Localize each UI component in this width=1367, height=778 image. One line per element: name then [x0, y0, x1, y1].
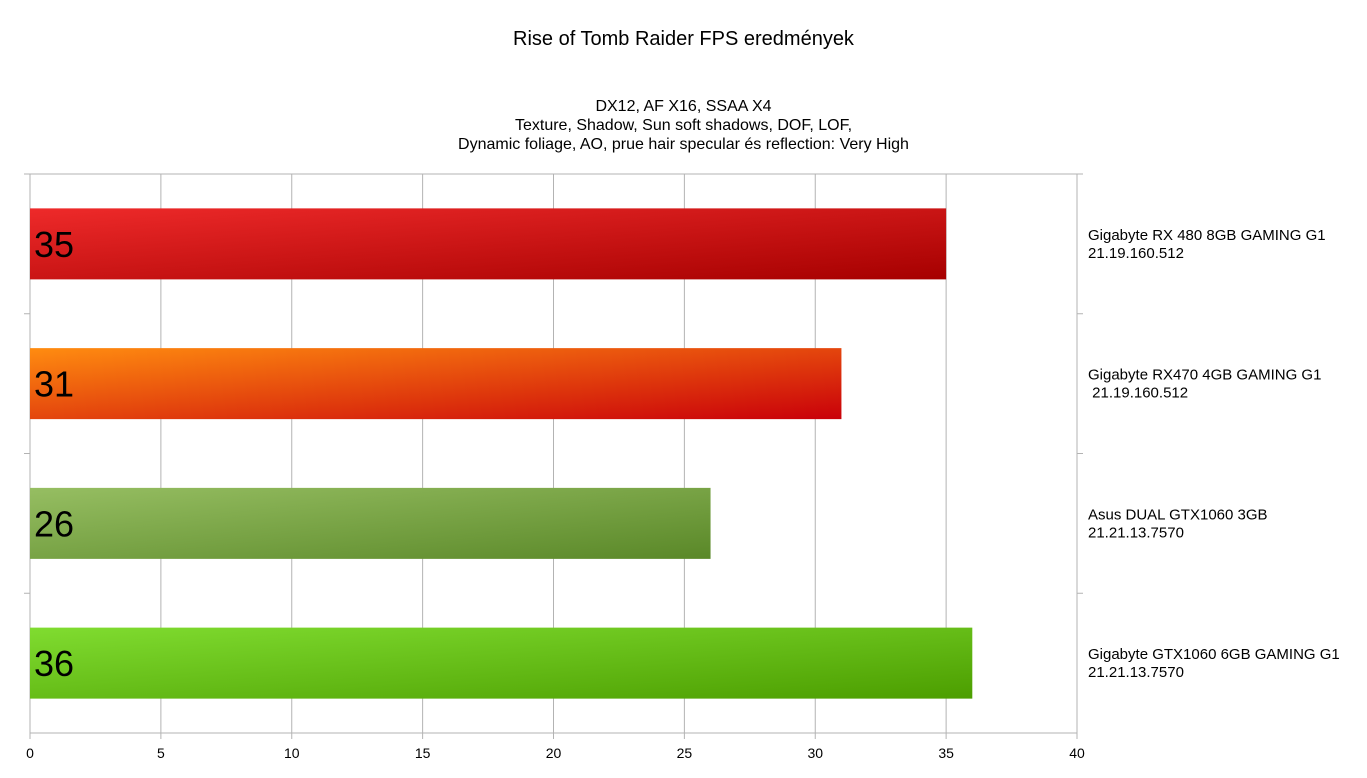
bar-value-label: 26 [34, 503, 74, 544]
category-label: Gigabyte GTX1060 6GB GAMING G1 21.21.13.7… [1088, 646, 1340, 681]
category-label: Gigabyte RX470 4GB GAMING G1 21.19.160.5… [1088, 367, 1321, 402]
x-tick-label: 40 [1069, 745, 1085, 761]
axes [24, 173, 1083, 739]
category-label-line: 21.21.13.7570 [1088, 524, 1184, 541]
bars [30, 208, 973, 699]
subtitle-line: Texture, Shadow, Sun soft shadows, DOF, … [514, 117, 853, 134]
bar [30, 487, 711, 559]
subtitle-line: Dynamic foliage, AO, prue hair specular … [458, 136, 909, 153]
x-tick-label: 5 [157, 745, 165, 761]
x-tick-label: 10 [284, 745, 300, 761]
bar-value-label: 31 [34, 364, 74, 405]
x-tick-label: 30 [807, 745, 823, 761]
category-label: Gigabyte RX 480 8GB GAMING G1 21.19.160.5… [1088, 227, 1326, 262]
chart-title: Rise of Tomb Raider FPS eredmények [513, 28, 854, 50]
category-label-line: 21.21.13.7570 [1088, 664, 1184, 681]
bar-value-label: 35 [34, 224, 74, 265]
category-label-line: Gigabyte GTX1060 6GB GAMING G1 [1088, 646, 1340, 663]
bar [30, 348, 842, 420]
bar [30, 627, 973, 699]
bar [30, 208, 947, 280]
category-label-line: 21.19.160.512 [1088, 245, 1184, 262]
x-tick-label: 0 [26, 745, 34, 761]
category-label-line: 21.19.160.512 [1088, 385, 1188, 402]
category-label-line: Gigabyte RX470 4GB GAMING G1 [1088, 367, 1321, 384]
bar-value-label: 36 [34, 643, 74, 684]
chart-subtitle: DX12, AF X16, SSAA X4 Texture, Shadow, S… [0, 97, 1367, 154]
category-label-line: Asus DUAL GTX1060 3GB [1088, 506, 1268, 523]
x-tick-label: 20 [546, 745, 562, 761]
category-label-line: Gigabyte RX 480 8GB GAMING G1 [1088, 227, 1326, 244]
category-label: Asus DUAL GTX1060 3GB 21.21.13.7570 [1088, 506, 1268, 541]
x-tick-label: 35 [938, 745, 954, 761]
labels: 35 31 26 36 0 5 10 15 20 25 30 35 40 Gigabyte RX 480 … [26, 224, 1340, 761]
subtitle-line: DX12, AF X16, SSAA X4 [595, 98, 772, 115]
x-tick-label: 15 [415, 745, 431, 761]
x-tick-label: 25 [677, 745, 693, 761]
